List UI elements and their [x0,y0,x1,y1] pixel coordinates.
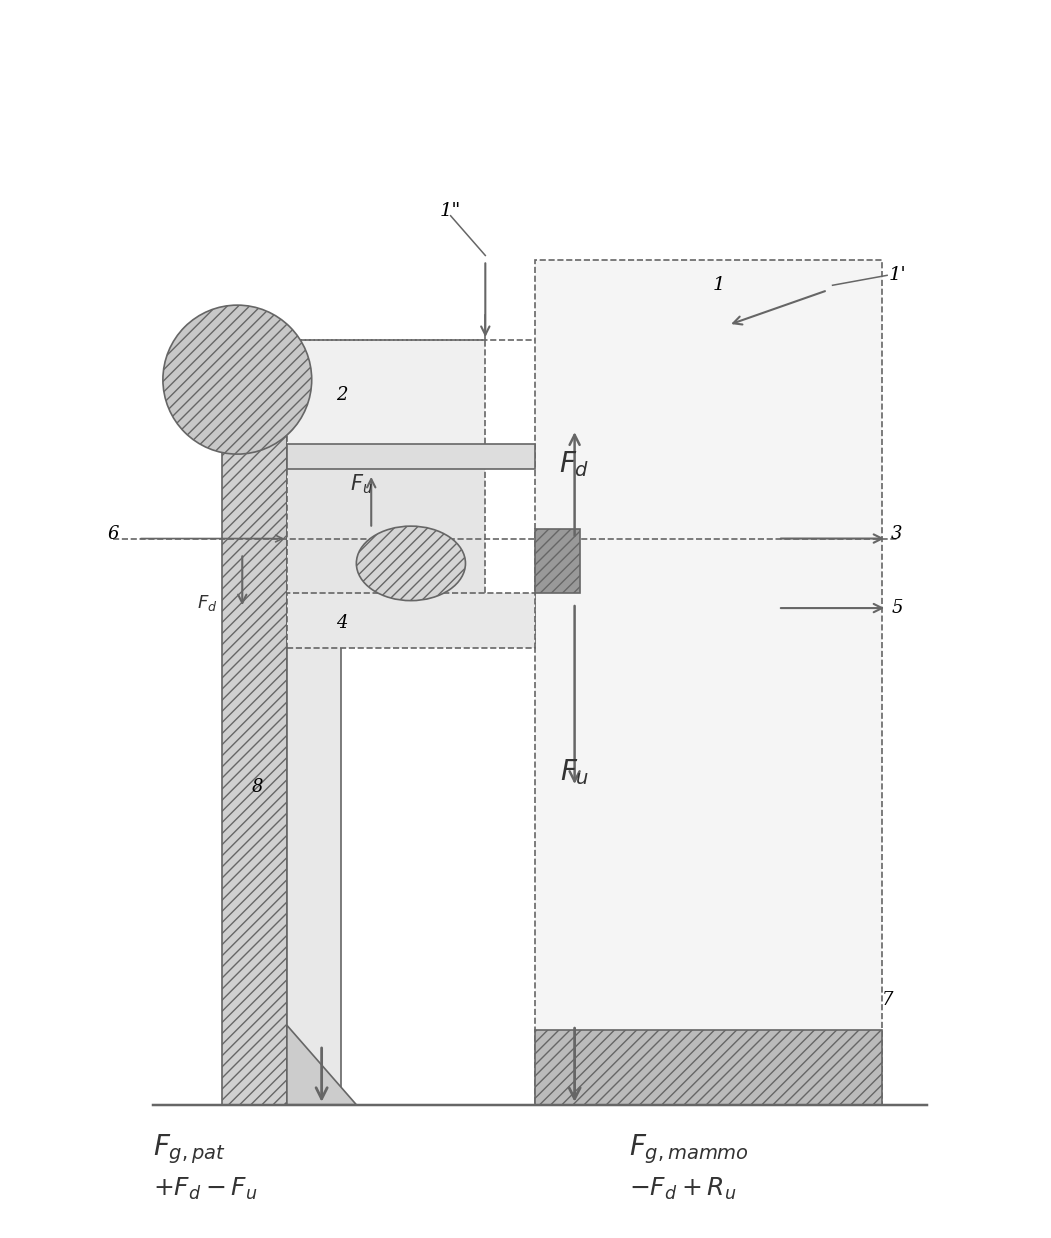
Text: 2: 2 [335,385,347,404]
Text: 5: 5 [891,599,903,617]
Bar [287,449,486,598]
Text: $+F_d - F_u$: $+F_d - F_u$ [153,1176,257,1202]
Bar [535,529,579,593]
Text: $-F_d + R_u$: $-F_d + R_u$ [630,1176,737,1202]
Text: 1: 1 [713,276,724,295]
Circle shape [163,305,312,454]
Text: 7: 7 [882,992,893,1009]
Text: 3: 3 [891,525,903,542]
Ellipse shape [356,526,466,600]
Bar [223,390,287,1104]
Bar [287,390,342,1104]
Text: 1": 1" [440,202,461,220]
Text: $F_u$: $F_u$ [350,472,373,495]
Text: $F_d$: $F_d$ [198,593,218,613]
Text: 6: 6 [107,525,119,542]
Bar [535,1030,882,1104]
Text: 4: 4 [335,614,347,631]
Text: 8: 8 [251,777,263,796]
Text: $F_d$: $F_d$ [559,449,590,479]
Bar [535,260,882,1104]
Polygon shape [287,1025,356,1104]
Bar [287,444,535,469]
Text: $F_u$: $F_u$ [560,758,590,787]
Text: 1': 1' [888,266,906,285]
Text: $F_{g,mammo}$: $F_{g,mammo}$ [630,1133,749,1166]
Text: $F_{g,pat}$: $F_{g,pat}$ [153,1133,226,1166]
Bar [287,340,486,449]
Bar [287,593,535,647]
